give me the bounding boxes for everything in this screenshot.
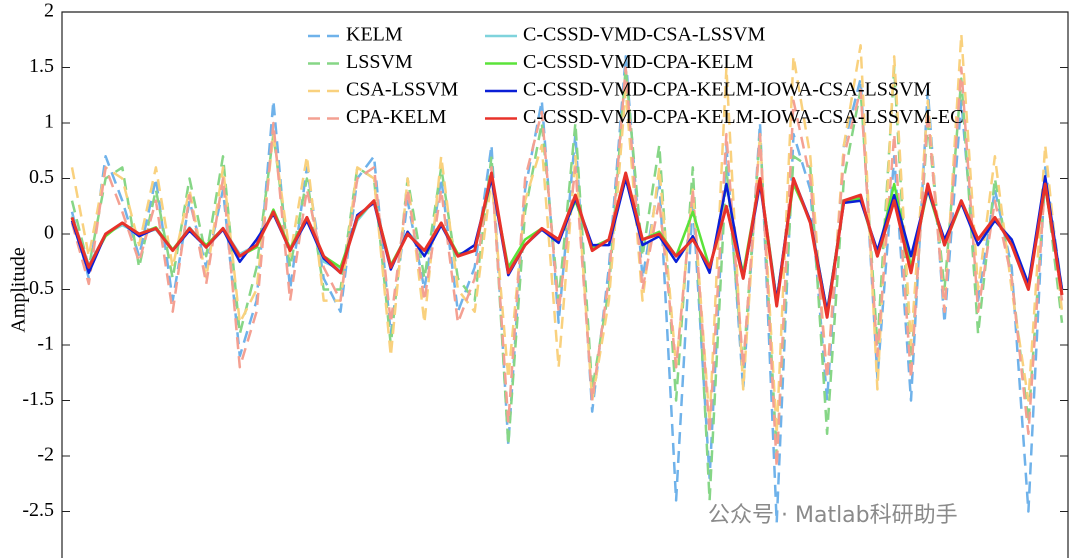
y-tick-label: 1.5 — [29, 55, 54, 77]
legend-label: CPA-KELM — [346, 106, 447, 128]
y-tick-label: -2 — [37, 444, 54, 466]
series-line — [70, 66, 1064, 502]
y-tick-label: -1.5 — [22, 388, 54, 410]
watermark: 公众号 · Matlab科研助手 — [708, 503, 958, 528]
y-tick-label: -1 — [37, 333, 54, 355]
y-tick-label: -0.5 — [22, 277, 54, 299]
y-tick-label: 0.5 — [29, 166, 54, 188]
series-line — [70, 66, 1064, 469]
legend-label: CSA-LSSVM — [346, 79, 458, 101]
legend-label: KELM — [346, 24, 403, 46]
legend-label: C-CSSD-VMD-CPA-KELM — [523, 51, 754, 73]
y-tick-label: -3 — [37, 555, 54, 558]
y-tick-label: 1 — [44, 111, 54, 133]
y-tick-label: 2 — [44, 0, 54, 22]
legend: KELM LSSVM CSA-LSSVM CPA-KELM C-CSSD-VMD-CSA… — [308, 24, 963, 128]
legend-label: C-CSSD-VMD-CPA-KELM-IOWA-CSA-LSSVM — [523, 79, 931, 101]
legend-label: C-CSSD-VMD-CPA-KELM-IOWA-CSA-LSSVM-EC — [523, 106, 963, 128]
series-line — [70, 171, 1064, 319]
y-axis-label: Amplitude — [8, 247, 30, 333]
legend-label: C-CSSD-VMD-CSA-LSSVM — [523, 24, 765, 46]
legend-label: LSSVM — [346, 51, 413, 73]
series-line — [70, 32, 1064, 436]
y-tick-label: -2.5 — [22, 499, 54, 521]
axes-frame — [61, 11, 1069, 558]
y-tick-label: 0 — [44, 222, 54, 244]
